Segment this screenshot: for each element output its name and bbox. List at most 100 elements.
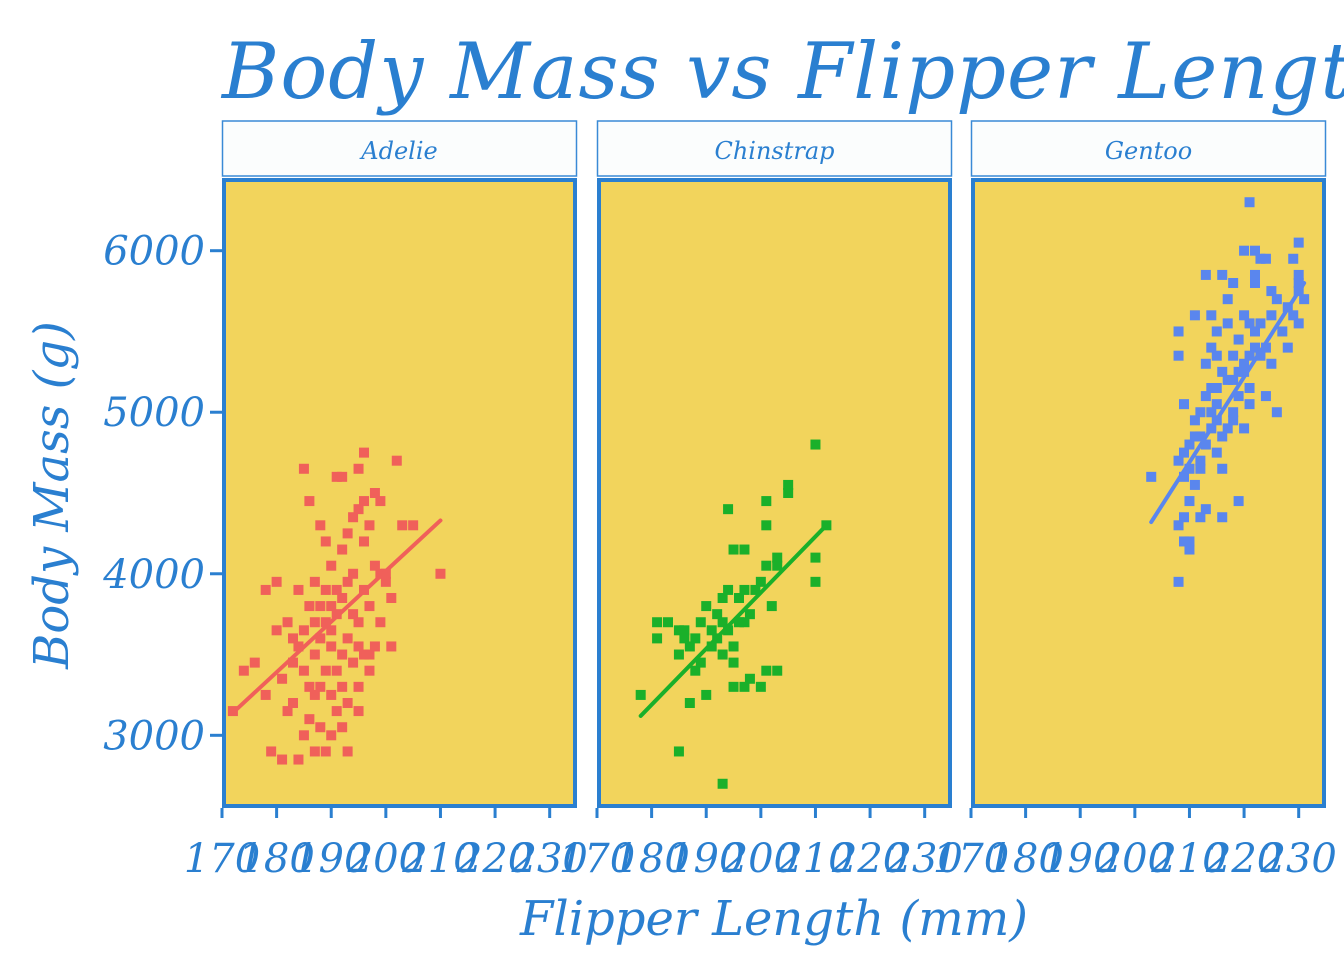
x-tick-label: 220 xyxy=(831,836,908,882)
strip-header xyxy=(221,120,578,177)
data-point xyxy=(337,471,348,482)
data-point xyxy=(1271,407,1282,418)
data-point xyxy=(397,520,408,531)
data-point xyxy=(1189,479,1200,490)
data-point xyxy=(375,496,386,507)
x-tick-label: 230 xyxy=(886,836,963,882)
data-point xyxy=(1260,391,1271,402)
data-point xyxy=(1250,269,1260,280)
data-point xyxy=(1173,350,1184,361)
data-point xyxy=(249,657,260,668)
data-point xyxy=(684,698,695,708)
data-point xyxy=(320,617,331,628)
data-point xyxy=(723,504,734,515)
data-point xyxy=(734,593,744,603)
x-tick-label: 180 xyxy=(987,836,1063,882)
data-point xyxy=(1266,286,1277,297)
data-point xyxy=(337,722,348,733)
data-point xyxy=(1228,278,1239,288)
data-point xyxy=(761,560,772,571)
data-point xyxy=(783,479,794,490)
data-point xyxy=(364,665,375,676)
data-point xyxy=(723,584,734,595)
data-point xyxy=(315,633,326,644)
data-point xyxy=(739,584,750,595)
panels: 3000400050006000Adelie170180190200210220… xyxy=(102,120,1337,882)
panel-background xyxy=(222,178,577,808)
data-point xyxy=(1233,366,1244,377)
data-point xyxy=(1228,374,1239,385)
data-point xyxy=(783,488,794,498)
data-point xyxy=(1217,431,1228,442)
data-point xyxy=(1222,423,1233,434)
data-point xyxy=(1293,318,1304,329)
data-point xyxy=(1173,326,1184,337)
panel-background xyxy=(971,178,1326,808)
data-point xyxy=(238,665,249,676)
data-point xyxy=(315,601,326,612)
data-point xyxy=(353,504,364,515)
x-tick-label: 170 xyxy=(184,836,260,882)
data-point xyxy=(1222,294,1233,305)
data-point xyxy=(375,617,386,628)
data-point xyxy=(1255,253,1266,264)
data-point xyxy=(337,544,348,555)
data-point xyxy=(282,617,293,628)
strip-header xyxy=(596,120,953,177)
data-point xyxy=(277,754,288,765)
data-point xyxy=(717,593,728,603)
data-point xyxy=(695,657,706,668)
data-point xyxy=(1266,358,1277,369)
data-point xyxy=(304,601,315,612)
data-point xyxy=(348,657,359,668)
data-point xyxy=(342,528,353,539)
data-point xyxy=(723,625,734,636)
data-point xyxy=(1250,342,1260,353)
data-point xyxy=(326,560,337,571)
x-tick-label: 220 xyxy=(456,836,533,882)
data-point xyxy=(1239,423,1250,434)
x-tick-label: 180 xyxy=(613,836,689,882)
data-point xyxy=(1222,374,1233,385)
data-point xyxy=(315,520,326,531)
data-point xyxy=(309,617,320,628)
data-point xyxy=(386,641,397,652)
data-point xyxy=(1277,326,1288,337)
x-tick-label: 220 xyxy=(1205,836,1282,882)
data-point xyxy=(652,617,663,628)
data-point xyxy=(690,633,701,644)
data-point xyxy=(1288,310,1299,321)
data-point xyxy=(734,617,744,628)
data-point xyxy=(359,496,369,507)
data-point xyxy=(1217,463,1228,474)
data-point xyxy=(1195,512,1206,523)
data-point xyxy=(761,665,772,676)
data-point xyxy=(260,689,271,700)
data-point xyxy=(364,520,375,531)
data-point xyxy=(288,633,298,644)
data-point xyxy=(277,673,288,684)
data-point xyxy=(359,649,369,660)
data-point xyxy=(326,730,337,741)
data-point xyxy=(1233,496,1244,507)
data-point xyxy=(293,641,304,652)
data-point xyxy=(342,698,353,708)
data-point xyxy=(663,617,673,628)
data-point xyxy=(1239,245,1250,256)
data-point xyxy=(766,601,777,612)
data-point xyxy=(1200,391,1211,402)
x-tick-label: 210 xyxy=(776,836,853,882)
data-point xyxy=(380,576,391,587)
data-point xyxy=(772,665,783,676)
data-point xyxy=(1146,471,1157,482)
data-point xyxy=(673,625,684,636)
x-tick-label: 200 xyxy=(1096,836,1173,882)
data-point xyxy=(717,778,728,789)
data-point xyxy=(1184,536,1195,547)
data-point xyxy=(750,584,761,595)
data-point xyxy=(369,641,380,652)
data-point xyxy=(1173,520,1184,531)
data-point xyxy=(701,689,712,700)
data-point xyxy=(1228,350,1239,361)
